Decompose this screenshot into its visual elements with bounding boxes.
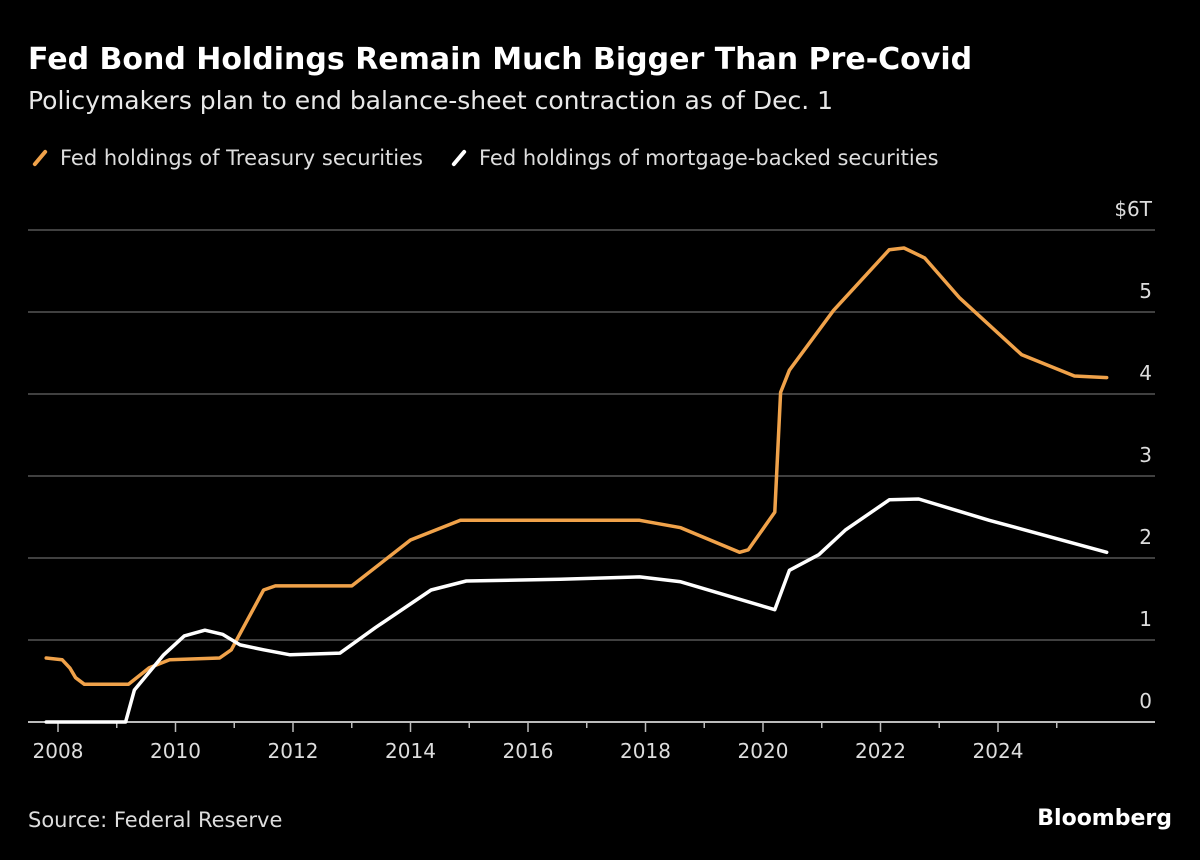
y-tick-label: 5 — [1139, 279, 1152, 303]
x-tick-label: 2024 — [973, 739, 1024, 763]
mbs-line — [44, 497, 1109, 724]
x-tick-label: 2010 — [150, 739, 201, 763]
legend-item-treasury: Fed holdings of Treasury securities — [30, 146, 423, 170]
y-tick-label: 1 — [1139, 607, 1152, 631]
x-tick-label: 2014 — [385, 739, 436, 763]
y-tick-label: 3 — [1139, 443, 1152, 467]
x-tick-label: 2020 — [738, 739, 789, 763]
x-tick-label: 2016 — [503, 739, 554, 763]
y-tick-label: 4 — [1139, 361, 1152, 385]
x-tick-label: 2018 — [620, 739, 671, 763]
legend-item-mbs: Fed holdings of mortgage-backed securiti… — [449, 146, 939, 170]
bloomberg-logo: Bloomberg — [1037, 806, 1172, 831]
chart-title: Fed Bond Holdings Remain Much Bigger Tha… — [28, 42, 973, 77]
legend-label-mbs: Fed holdings of mortgage-backed securiti… — [479, 146, 939, 170]
x-tick-label: 2012 — [268, 739, 319, 763]
x-tick-label: 2022 — [855, 739, 906, 763]
x-tick-label: 2008 — [33, 739, 84, 763]
y-tick-label: $6T — [1114, 197, 1152, 221]
legend-label-treasury: Fed holdings of Treasury securities — [60, 146, 423, 170]
chart-subtitle: Policymakers plan to end balance-sheet c… — [28, 86, 834, 115]
y-tick-label: 0 — [1139, 689, 1152, 713]
source-note: Source: Federal Reserve — [28, 808, 283, 832]
y-tick-label: 2 — [1139, 525, 1152, 549]
legend: Fed holdings of Treasury securities Fed … — [30, 146, 939, 170]
treasury-line — [44, 246, 1109, 687]
